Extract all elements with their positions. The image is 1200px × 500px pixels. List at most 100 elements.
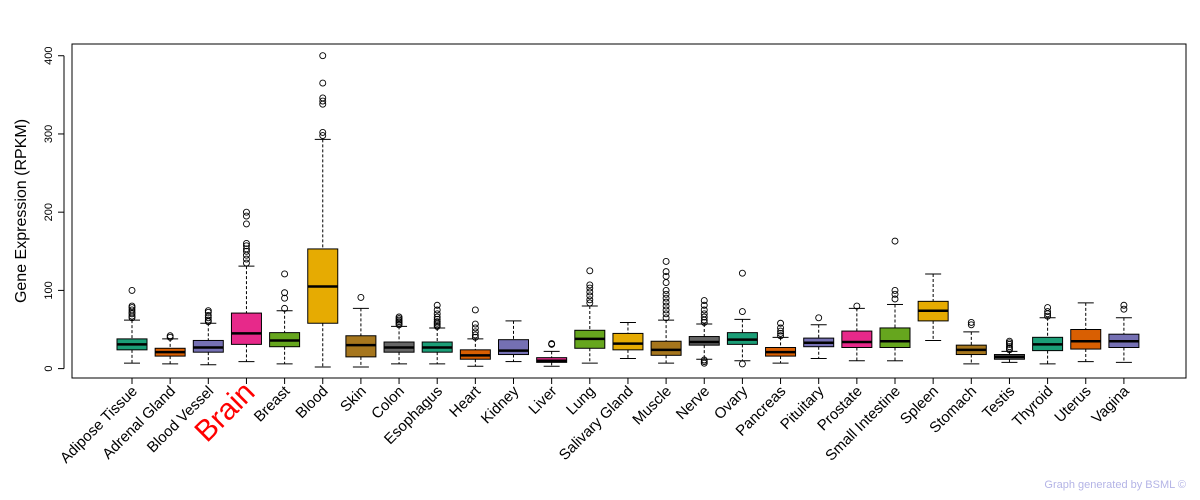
outlier-point	[204, 307, 212, 315]
outlier-point	[700, 306, 708, 314]
outlier-point	[1044, 304, 1052, 312]
outlier-point	[738, 360, 746, 368]
category-label-muscle: Muscle	[629, 383, 675, 429]
box-brain	[230, 208, 262, 363]
box-muscle	[650, 258, 682, 364]
outlier-point	[700, 310, 708, 318]
box-lung	[574, 267, 606, 364]
iqr-box	[230, 312, 262, 345]
box-liver	[536, 340, 568, 367]
outlier-point	[166, 332, 174, 340]
outlier-point	[471, 324, 479, 332]
outlier-point	[281, 304, 289, 312]
outlier-point	[319, 128, 327, 136]
outlier-point	[700, 301, 708, 309]
box-heart	[459, 306, 491, 367]
outlier-point	[433, 313, 441, 321]
outlier-point	[471, 306, 479, 314]
outlier-point	[395, 313, 403, 321]
y-tick-label: 100	[43, 281, 55, 299]
outlier-point	[891, 286, 899, 294]
outlier-point	[548, 340, 556, 348]
outlier-point	[128, 306, 136, 314]
outlier-point	[891, 290, 899, 298]
boxes-layer	[116, 52, 1140, 368]
iqr-box	[612, 332, 644, 351]
outlier-point	[777, 332, 784, 340]
outlier-point	[700, 297, 708, 305]
outlier-point	[662, 306, 670, 314]
outlier-point	[242, 247, 250, 255]
outlier-point	[586, 267, 594, 275]
outlier-point	[204, 316, 212, 324]
outlier-point	[1120, 305, 1128, 313]
iqr-box	[879, 327, 911, 348]
box-blood	[307, 52, 339, 368]
outlier-point	[586, 296, 594, 304]
outlier-point	[662, 302, 670, 310]
outlier-point	[319, 132, 327, 139]
outlier-point	[242, 220, 250, 228]
box-pancreas	[765, 319, 797, 364]
category-label-kidney: Kidney	[478, 382, 523, 427]
y-axis-title: Gene Expression (RPKM)	[13, 119, 30, 303]
box-breast	[269, 270, 301, 365]
outlier-point	[319, 52, 327, 60]
category-label-liver: Liver	[525, 383, 560, 418]
outlier-point	[662, 279, 670, 287]
outlier-point	[777, 319, 784, 327]
box-small-intestine	[879, 237, 911, 362]
outlier-point	[471, 331, 479, 339]
category-label-blood: Blood	[292, 383, 331, 422]
outlier-point	[242, 242, 250, 250]
outlier-point	[1006, 343, 1013, 351]
outlier-point	[433, 306, 441, 314]
outlier-point	[700, 319, 708, 326]
outlier-point	[700, 356, 708, 364]
y-tick-label: 200	[43, 203, 55, 221]
iqr-box	[650, 340, 682, 356]
box-ovary	[726, 269, 758, 368]
outlier-point	[662, 314, 670, 322]
outlier-point	[586, 292, 594, 300]
outlier-point	[662, 294, 670, 302]
outlier-point	[128, 286, 136, 294]
box-esophagus	[421, 301, 453, 365]
y-tick-label: 400	[43, 47, 55, 65]
outlier-point	[815, 314, 823, 322]
outlier-point	[853, 302, 861, 310]
y-axis: 0 100 200 300 400	[43, 47, 65, 372]
outlier-point	[777, 329, 784, 337]
box-stomach	[955, 319, 987, 365]
outlier-point	[1044, 312, 1052, 320]
outlier-point	[433, 310, 441, 318]
outlier-point	[281, 270, 289, 278]
outlier-point	[967, 319, 975, 326]
category-label-thyroid: Thyroid	[1009, 383, 1056, 430]
outlier-point	[242, 245, 250, 253]
box-adrenal-gland	[154, 332, 186, 365]
outlier-point	[204, 311, 212, 319]
outlier-point	[319, 94, 327, 102]
outlier-point	[662, 272, 670, 280]
outlier-point	[128, 302, 136, 310]
box-skin	[345, 293, 377, 368]
box-colon	[383, 313, 415, 365]
box-testis	[993, 337, 1025, 363]
outlier-point	[586, 281, 594, 289]
y-tick-label: 300	[43, 125, 55, 143]
outlier-point	[471, 328, 479, 336]
outlier-point	[662, 286, 670, 294]
outlier-point	[662, 268, 670, 276]
outlier-point	[433, 318, 441, 326]
outlier-point	[662, 258, 670, 265]
category-label-skin: Skin	[337, 383, 370, 416]
outlier-point	[738, 269, 746, 277]
category-label-vagina: Vagina	[1088, 382, 1133, 427]
box-thyroid	[1032, 304, 1064, 365]
iqr-box	[841, 330, 873, 348]
outlier-point	[204, 314, 212, 322]
outlier-point	[319, 97, 327, 105]
